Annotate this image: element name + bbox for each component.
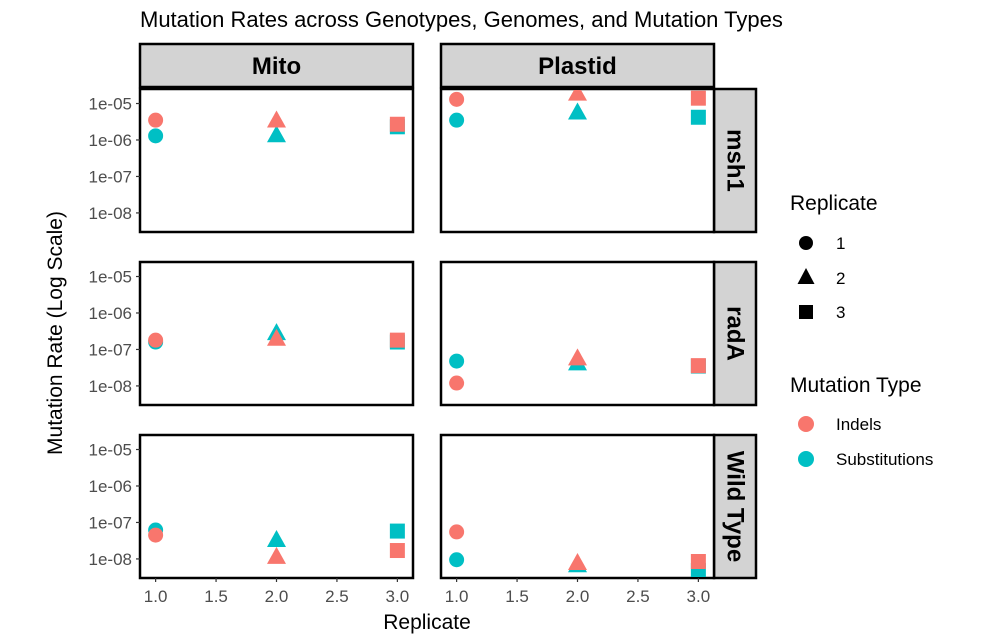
legend-shape-label-3: 3 (836, 303, 845, 322)
y-tick-label: 1e-08 (89, 550, 132, 569)
panel-rada-plastid (439, 260, 716, 407)
data-point-indels-rep3 (690, 358, 706, 374)
x-axis-title: Replicate (383, 611, 471, 634)
y-tick-label: 1e-07 (89, 167, 132, 186)
data-point-indels-rep3 (389, 543, 405, 559)
chart-title: Mutation Rates across Genotypes, Genomes… (140, 7, 783, 32)
data-point-indels-rep3 (690, 90, 706, 106)
legend-square-marker (799, 305, 813, 319)
y-axis-title: Mutation Rate (Log Scale) (44, 211, 67, 455)
strip-col-plastid-label: Plastid (538, 53, 617, 80)
strip-row-msh1-label: msh1 (722, 129, 749, 192)
strip-row-wildtype-bg (712, 433, 758, 580)
strip-col-mito-bg (138, 42, 415, 89)
strip-row-rada-bg (712, 260, 758, 407)
legend-shape-label-2: 2 (836, 269, 845, 288)
panel-border (138, 87, 415, 234)
legend-indels-marker (798, 416, 814, 432)
data-point-substitutions-rep1 (449, 552, 465, 568)
panel-points (449, 348, 706, 391)
y-tick-label: 1e-05 (89, 95, 132, 114)
panel-rada-mito (138, 260, 415, 407)
data-point-indels-rep2 (267, 328, 286, 346)
legend-shape-title: Replicate (790, 192, 878, 215)
panel-msh1-mito (138, 87, 415, 234)
strip-row-wildtype-label: Wild Type (722, 451, 749, 562)
data-point-indels-rep3 (690, 554, 706, 570)
x-tick-label: 3.0 (386, 587, 410, 606)
data-point-indels-rep3 (389, 116, 405, 132)
strip-row-rada-label: radA (722, 306, 749, 361)
panel-points (148, 522, 405, 564)
panel-points (148, 110, 405, 144)
data-point-indels-rep1 (449, 91, 465, 107)
data-point-substitutions-rep1 (449, 112, 465, 128)
y-tick-label: 1e-08 (89, 204, 132, 223)
strip-row-msh1-bg (712, 87, 758, 234)
strip-col-mito-label: Mito (252, 53, 301, 80)
data-point-substitutions-rep3 (690, 109, 706, 125)
panel-points (449, 90, 706, 128)
panel-points (449, 524, 706, 577)
panel-points (148, 323, 405, 350)
legend-color-label-substitutions: Substitutions (836, 450, 933, 469)
legend-color-label-indels: Indels (836, 415, 881, 434)
legend-circle-marker (799, 236, 813, 250)
data-point-substitutions-rep2 (568, 102, 587, 120)
data-point-substitutions-rep3 (389, 523, 405, 539)
legend-shape-label-1: 1 (836, 234, 845, 253)
y-tick-labels: 1e-05 1e-06 1e-07 1e-08 1e-05 1e-06 1e-07 1e-08… (89, 95, 140, 569)
facet-panels (138, 87, 716, 580)
x-tick-label: 2.0 (566, 587, 590, 606)
data-point-indels-rep2 (568, 552, 587, 570)
x-tick-label: 3.0 (687, 587, 711, 606)
y-tick-label: 1e-06 (89, 477, 132, 496)
data-point-indels-rep1 (148, 112, 164, 128)
x-tick-label: 1.0 (144, 587, 168, 606)
x-tick-label: 1.5 (204, 587, 228, 606)
data-point-indels-rep3 (389, 332, 405, 348)
y-tick-label: 1e-07 (89, 513, 132, 532)
y-tick-label: 1e-05 (89, 441, 132, 460)
x-tick-label: 2.5 (325, 587, 349, 606)
strip-col-plastid-bg (439, 42, 716, 89)
panel-border (439, 260, 716, 407)
data-point-indels-rep1 (449, 524, 465, 540)
x-tick-label: 2.0 (265, 587, 289, 606)
panel-msh1-plastid (439, 87, 716, 234)
x-tick-label: 1.5 (505, 587, 529, 606)
panel-wild-type-mito (138, 433, 415, 580)
y-tick-label: 1e-05 (89, 268, 132, 287)
panel-wild-type-plastid (439, 433, 716, 580)
data-point-substitutions-rep1 (449, 353, 465, 369)
data-point-substitutions-rep1 (148, 128, 164, 144)
legend-substitutions-marker (798, 451, 814, 467)
data-point-indels-rep2 (267, 546, 286, 564)
y-tick-label: 1e-06 (89, 304, 132, 323)
legend-color-title: Mutation Type (790, 374, 922, 397)
data-point-substitutions-rep2 (267, 125, 286, 143)
data-point-indels-rep2 (568, 90, 587, 101)
x-tick-label: 2.5 (626, 587, 650, 606)
data-point-indels-rep2 (267, 110, 286, 128)
x-tick-label: 1.0 (445, 587, 469, 606)
y-tick-label: 1e-08 (89, 377, 132, 396)
legend-triangle-marker (797, 268, 815, 284)
x-tick-labels: 1.0 1.5 2.0 2.5 3.0 1.0 1.5 2.0 2.5 3.0 (144, 578, 710, 606)
data-point-indels-rep1 (449, 375, 465, 391)
data-point-indels-rep1 (148, 332, 164, 348)
y-tick-label: 1e-06 (89, 131, 132, 150)
data-point-indels-rep2 (568, 348, 587, 366)
y-tick-label: 1e-07 (89, 340, 132, 359)
data-point-indels-rep1 (148, 527, 164, 543)
data-point-substitutions-rep2 (267, 529, 286, 547)
